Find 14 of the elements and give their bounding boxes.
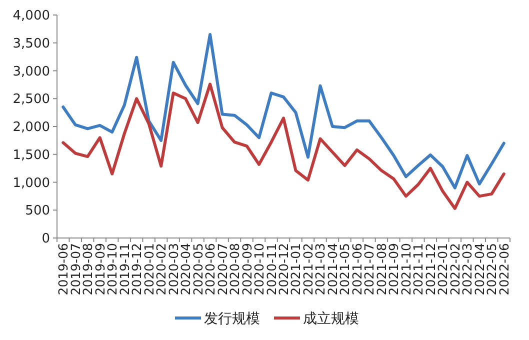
y-tick-label: 3,500 [12,36,50,52]
y-tick-label: 500 [25,204,50,219]
y-tick-label: 3,000 [12,64,50,80]
line-series [62,82,506,210]
legend-label: 成立规模 [303,311,359,327]
line-series [62,33,506,190]
y-tick-label: 2,500 [12,92,50,108]
x-tick-label: 2020-12 [276,243,291,296]
y-tick-label: 4,000 [12,8,50,24]
y-tick-label: 0 [42,232,50,246]
legend-label: 发行规模 [204,311,260,327]
y-tick-label: 1,500 [12,148,50,163]
y-tick-label: 2,000 [12,120,50,135]
y-tick-label: 1,000 [12,176,50,191]
